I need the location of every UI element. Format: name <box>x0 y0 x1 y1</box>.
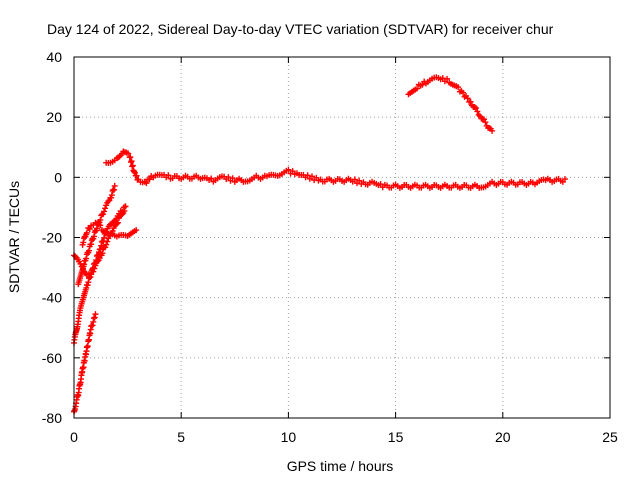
data-point <box>116 153 123 160</box>
data-point <box>133 172 140 179</box>
data-point <box>86 247 93 254</box>
data-point <box>489 127 496 134</box>
data-point <box>128 158 135 165</box>
data-point <box>473 105 479 112</box>
x-tick-label: 15 <box>388 429 404 445</box>
data-point <box>474 108 481 115</box>
data-point <box>165 172 172 179</box>
series-main-track <box>103 148 568 191</box>
data-point <box>455 84 462 91</box>
data-point <box>133 227 140 234</box>
data-point <box>114 219 121 226</box>
data-point <box>121 207 128 214</box>
y-tick-label: 20 <box>46 109 62 125</box>
data-point <box>84 282 91 289</box>
data-point <box>561 176 568 183</box>
gridlines <box>74 57 610 418</box>
y-tick-label: -80 <box>42 410 62 426</box>
y-tick-label: -40 <box>42 290 62 306</box>
axes: 0 5 10 15 20 25 -80 -60 -40 -20 0 20 40 <box>42 49 618 445</box>
chart-title: Day 124 of 2022, Sidereal Day-to-day VTE… <box>47 21 554 37</box>
y-tick-label: -20 <box>42 230 62 246</box>
x-axis-label: GPS time / hours <box>287 458 394 474</box>
data-point <box>108 192 115 199</box>
data-point <box>91 315 98 322</box>
data-point <box>439 75 446 82</box>
data-point <box>113 220 120 227</box>
x-tick-label: 10 <box>281 429 297 445</box>
data-point <box>119 211 126 218</box>
data-point <box>88 241 95 248</box>
data-point <box>94 258 101 265</box>
x-tick-label: 25 <box>602 429 618 445</box>
data-point <box>285 166 292 173</box>
data-point <box>108 194 115 201</box>
data-point <box>122 203 129 210</box>
data-point <box>91 314 98 321</box>
data-point <box>356 177 363 184</box>
data-point <box>444 75 451 82</box>
data-point <box>80 239 87 246</box>
data-point <box>482 119 489 126</box>
data-point <box>104 238 111 245</box>
data-point <box>467 98 474 105</box>
series-early-track-a <box>71 311 99 415</box>
data-point <box>97 216 104 223</box>
y-tick-label: -60 <box>42 350 62 366</box>
data-point <box>90 318 97 325</box>
data-point <box>100 211 107 218</box>
data-point <box>92 311 99 318</box>
data-point <box>111 182 118 189</box>
data-point <box>72 253 79 260</box>
data-point <box>131 168 138 175</box>
data-point <box>131 169 138 176</box>
data-point <box>99 250 106 257</box>
data-point <box>125 150 132 157</box>
series-early-track-e <box>75 182 118 288</box>
data-point <box>90 268 97 275</box>
series-arc-track <box>405 74 496 134</box>
data-point <box>464 95 471 102</box>
data-point <box>89 322 96 329</box>
data-point <box>102 205 109 212</box>
data-point <box>83 229 90 236</box>
x-tick-label: 5 <box>177 429 185 445</box>
data-point <box>83 255 90 262</box>
data-point <box>146 176 153 183</box>
x-tick-label: 0 <box>70 429 78 445</box>
y-tick-label: 40 <box>46 49 62 65</box>
y-tick-label: 0 <box>54 169 62 185</box>
data-point <box>86 226 93 233</box>
data-point <box>87 274 94 281</box>
data-point <box>91 233 98 240</box>
data-point <box>377 181 384 188</box>
data-points <box>71 74 568 415</box>
data-point <box>414 85 421 92</box>
data-point <box>308 173 315 180</box>
data-point <box>419 81 426 88</box>
x-tick-label: 20 <box>495 429 511 445</box>
data-point <box>229 175 236 182</box>
data-point <box>304 172 311 179</box>
data-point <box>91 265 98 272</box>
data-point <box>103 241 110 248</box>
data-point <box>351 176 358 183</box>
data-point <box>208 175 215 182</box>
data-point <box>93 225 100 232</box>
data-point <box>143 180 150 187</box>
data-point <box>101 208 108 215</box>
data-point <box>85 279 92 286</box>
data-point <box>225 174 232 181</box>
data-point <box>459 89 466 96</box>
data-point <box>105 198 112 205</box>
data-point <box>111 186 118 193</box>
y-axis-label: SDTVAR / TECUs <box>6 181 22 293</box>
